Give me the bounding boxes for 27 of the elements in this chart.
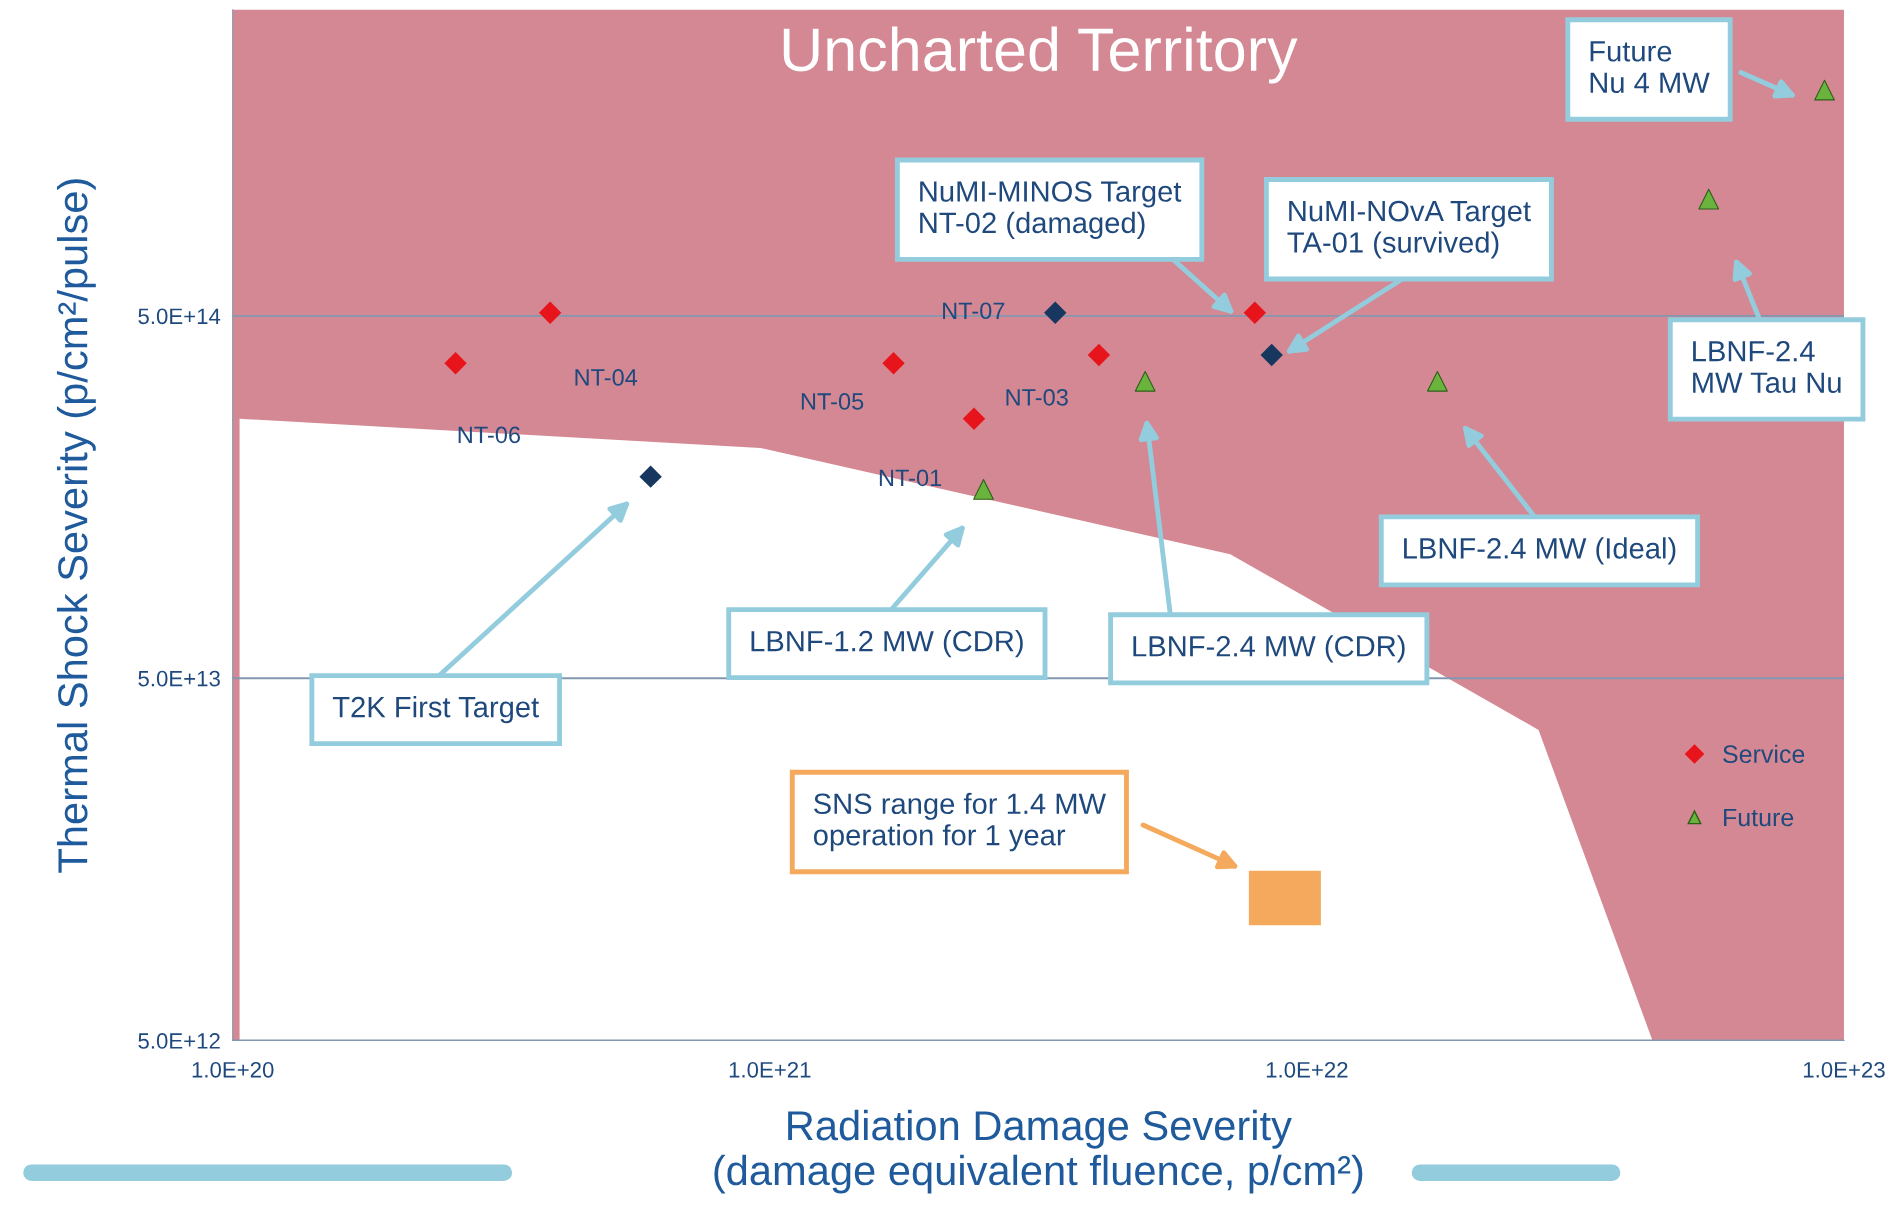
annotation: NT-01 <box>879 469 942 487</box>
y-axis-title: Thermal Shock Severity (p/cm²/pulse) <box>56 179 96 873</box>
x-tick-label: 1.0E+23 <box>1803 1061 1885 1078</box>
legend-label: Service <box>1723 744 1805 764</box>
x-axis-title: Radiation Damage Severity (damage equivalent fluence, p/cm²) <box>714 1109 1363 1194</box>
annotation: LBNF-2.4 MW (CDR) <box>1133 635 1405 663</box>
annotation: Future Nu 4 MW <box>1590 41 1710 94</box>
annotation: LBNF-2.4 MW Tau Nu <box>1693 340 1841 393</box>
annotation: NT-06 <box>458 426 521 444</box>
y-tick-label: 5.0E+14 <box>138 308 221 325</box>
annotation: NT-04 <box>575 369 638 386</box>
annotation: LBNF-2.4 MW (Ideal) <box>1404 537 1676 565</box>
annotation: NuMI-MINOS Target NT-02 (damaged) <box>920 181 1182 239</box>
annotation: NuMI-NOvA Target TA-01 (survived) <box>1287 200 1531 259</box>
y-tick-label: 5.0E+13 <box>138 670 220 687</box>
annotation: T2K First Target <box>332 696 539 724</box>
annotation: Uncharted Territory <box>783 26 1298 84</box>
x-tick-label: 1.0E+20 <box>192 1061 274 1078</box>
x-tick-label: 1.0E+22 <box>1266 1061 1348 1078</box>
annotation: LBNF-1.2 MW (CDR) <box>751 630 1023 658</box>
legend-label: Future <box>1724 808 1794 827</box>
annotation: SNS range for 1.4 MW operation for 1 year <box>813 792 1106 852</box>
annotation: NT-05 <box>801 393 864 410</box>
y-tick-label: 5.0E+12 <box>138 1033 220 1049</box>
annotation: NT-07 <box>943 302 1005 320</box>
x-tick-label: 1.0E+21 <box>729 1061 811 1078</box>
annotation: NT-03 <box>1006 388 1068 406</box>
